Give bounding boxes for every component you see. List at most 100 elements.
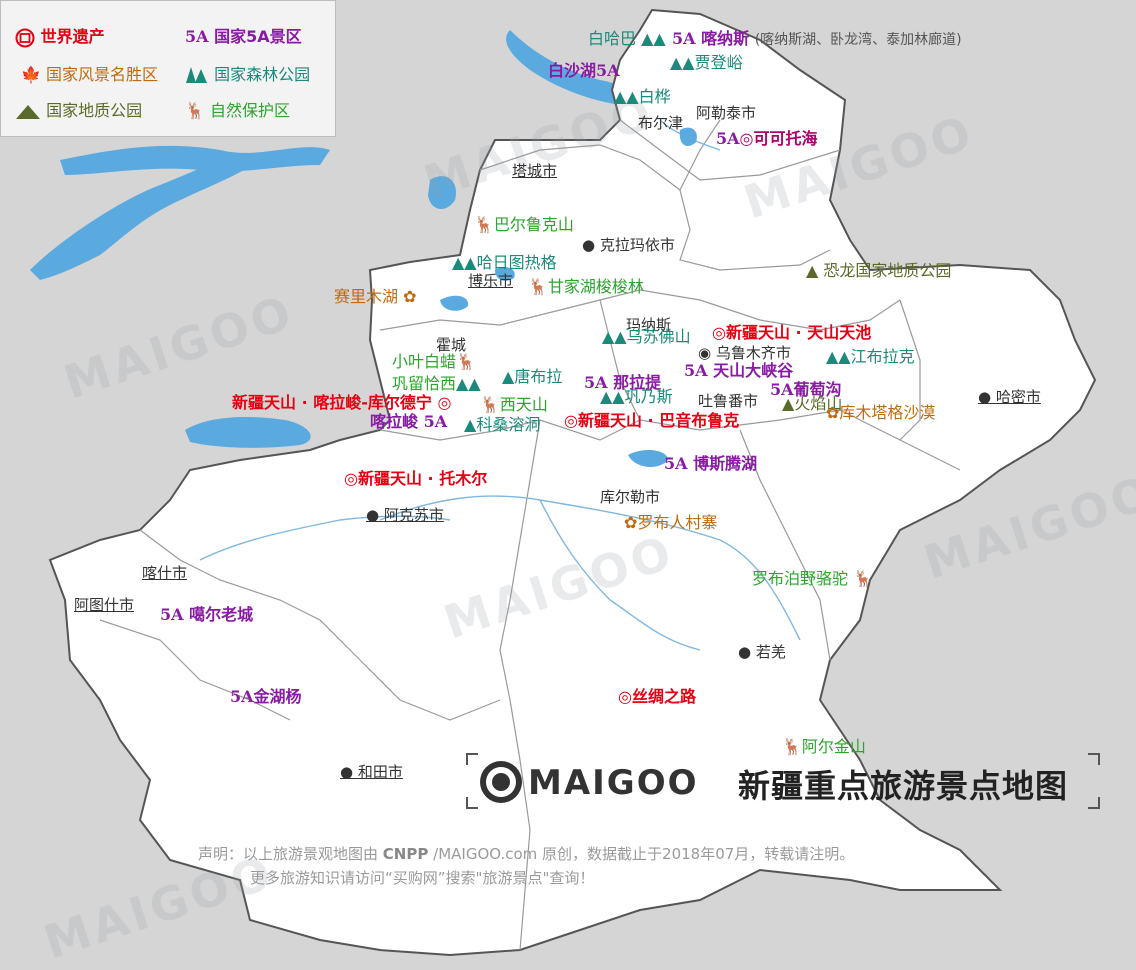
xinjiang-territory [48, 8, 1097, 957]
world-heritage-icon: ◎ [618, 687, 632, 706]
lake-ulungur [679, 127, 697, 146]
deer-icon: 🦌 [528, 277, 548, 296]
forest-icon: ▲ [502, 367, 515, 386]
city-huocheng: 霍城 [436, 336, 467, 354]
city-label: 乌鲁木齐市 [715, 344, 791, 362]
spot-kumutage: ✿库木塔格沙漠 [826, 403, 936, 422]
legend-label: 国家风景名胜区 [46, 65, 159, 84]
forest-icon: ▲▲ [670, 53, 695, 72]
prefecture-borders [99, 119, 961, 951]
city-bole: 博乐市 [468, 272, 514, 290]
spot-kalajun: 新疆天山 · 喀拉峻-库尔德宁 ◎ [232, 393, 452, 412]
city-kelamayi: ● 克拉玛依市 [582, 236, 675, 254]
map-title-box: MAIGOO 新疆重点旅游景点地图 [466, 753, 1100, 809]
spot-sailimu: 赛里木湖 ✿ [334, 287, 417, 306]
spot-gongnaisi: ▲▲巩乃斯 [600, 387, 673, 406]
spot-ganjiahu: 🦌甘家湖梭梭林 [528, 277, 644, 296]
city-kashgar: 喀什市 [142, 564, 188, 582]
city-hotan: ● 和田市 [340, 763, 403, 781]
cnpp-logo: CNPP [382, 845, 429, 863]
deer-icon: 🦌 [480, 395, 500, 414]
lake-balkhash [60, 145, 330, 175]
world-heritage-icon: ◎ [344, 469, 358, 488]
disclaimer: 声明：以上旅游景观地图由 CNPP /MAIGOO.com 原创，数据截止于20… [198, 842, 854, 890]
world-heritage-icon: ◎ [564, 411, 578, 430]
forest-icon: ▲▲ [456, 374, 481, 393]
spot-wusufoshan: ▲▲乌苏佛山 [602, 327, 691, 346]
spot-huoyanshan: ▲火焰山 [782, 394, 843, 413]
legend-nature: 🦌 自然保护区 [185, 97, 290, 121]
spot-baihua: ▲▲白桦 [614, 87, 671, 106]
spot-tianchi: ◎新疆天山 · 天山天池 [712, 323, 872, 342]
legend-world-heritage: 世界遗产 [15, 23, 105, 48]
forest-icon: ▲▲ [602, 327, 627, 346]
spot-dinosaur: ▲ 恐龙国家地质公园 [806, 261, 952, 280]
spot-kanas: 5A 喀纳斯 (喀纳斯湖、卧龙湾、泰加林廊道) [672, 29, 962, 49]
spot-xitianshan: 🦌西天山 [480, 395, 548, 414]
deer-icon: 🦌 [848, 569, 874, 588]
spot-keketuohai: 5A◎可可托海 [716, 129, 818, 148]
maigoo-logo-icon [480, 761, 522, 803]
maple-leaf-icon: 🍁 [21, 65, 41, 84]
city-korla: 库尔勒市 [600, 488, 661, 506]
5a-scenic-icon: 5A [185, 27, 209, 46]
spot-bosten: 5A 博斯腾湖 [664, 454, 758, 473]
5a-badge: 5A [716, 129, 740, 148]
legend-label: 国家地质公园 [46, 101, 143, 120]
legend-scenic: 🍁 国家风景名胜区 [21, 61, 158, 85]
spot-baihaba: 白哈巴 ▲▲ [588, 29, 666, 48]
city-aksu: ● 阿克苏市 [366, 506, 444, 524]
spot-jinhuyang: 5A金湖杨 [230, 687, 302, 706]
spot-tangbula: ▲唐布拉 [502, 367, 563, 386]
city-manas: 玛纳斯 [626, 316, 672, 334]
legend-forest: 国家森林公园 [185, 61, 310, 85]
map-title: 新疆重点旅游景点地图 [738, 767, 1069, 805]
maple-leaf-icon: ✿ [398, 287, 417, 306]
city-turpan: 吐鲁番市 [698, 392, 759, 410]
city-label: 若羌 [755, 643, 786, 661]
spot-jiadengyu: ▲▲贾登峪 [670, 53, 743, 72]
spot-nalati: 5A 那拉提 [584, 373, 662, 392]
mountain-icon: ▲ [806, 261, 824, 280]
spot-barluk: 🦌巴尔鲁克山 [474, 215, 574, 234]
disclaimer-line-1: 声明：以上旅游景观地图由 CNPP /MAIGOO.com 原创，数据截止于20… [198, 845, 855, 863]
spot-loulan: ✿罗布人村寨 [624, 513, 718, 532]
spot-arjin: 🦌阿尔金山 [782, 737, 866, 756]
mountain-icon: ▲ [782, 394, 795, 413]
legend-geo: 国家地质公园 [15, 97, 142, 121]
spot-tomur: ◎新疆天山 · 托木尔 [344, 469, 488, 488]
city-tacheng: 塔城市 [512, 162, 558, 180]
lake-bosten [628, 449, 668, 467]
5a-badge: 5A [230, 687, 254, 706]
world-heritage-icon [15, 28, 35, 47]
spot-xiaoyebaila: 小叶白蜡🦌 [392, 352, 476, 371]
city-atush: 阿图什市 [74, 596, 135, 614]
world-heritage-icon: ◎ [431, 393, 452, 412]
legend-label: 国家森林公园 [214, 65, 311, 84]
legend-5a: 5A 国家5A景区 [185, 23, 302, 47]
deer-icon: 🦌 [782, 737, 802, 756]
forest-icon: ▲▲ [614, 87, 639, 106]
legend-label: 世界遗产 [40, 27, 105, 46]
forest-icon: ▲▲ [452, 253, 477, 272]
forest-icon: ▲▲ [636, 29, 666, 48]
city-label: 阿克苏市 [383, 506, 444, 524]
city-hami: ● 哈密市 [978, 388, 1041, 406]
5a-badge: 5A [684, 361, 708, 380]
lake-aibi [495, 267, 515, 281]
lake-tiny-1 [428, 176, 456, 210]
legend-label: 国家5A景区 [214, 27, 302, 46]
city-label: 和田市 [357, 763, 403, 781]
forest-icon: ▲▲ [826, 347, 851, 366]
spot-camel: 罗布泊野骆驼 🦌 [752, 569, 874, 588]
city-label: 克拉玛依市 [599, 236, 675, 254]
city-ruoqiang: ● 若羌 [738, 643, 786, 661]
map-legend: 世界遗产 5A 国家5A景区 🍁 国家风景名胜区 国家森林公园 国家地质公园 🦌… [0, 0, 336, 137]
lake-sailimu [440, 295, 469, 311]
maple-leaf-icon: ✿ [624, 513, 638, 532]
spot-putaogou: 5A葡萄沟 [770, 380, 842, 399]
city-label: 哈密市 [995, 388, 1041, 406]
deer-icon: 🦌 [185, 101, 205, 120]
disclaimer-line-2: 更多旅游知识请访问“买购网”搜索"旅游景点"查询！ [250, 869, 595, 887]
5a-badge: 5A [672, 29, 696, 48]
